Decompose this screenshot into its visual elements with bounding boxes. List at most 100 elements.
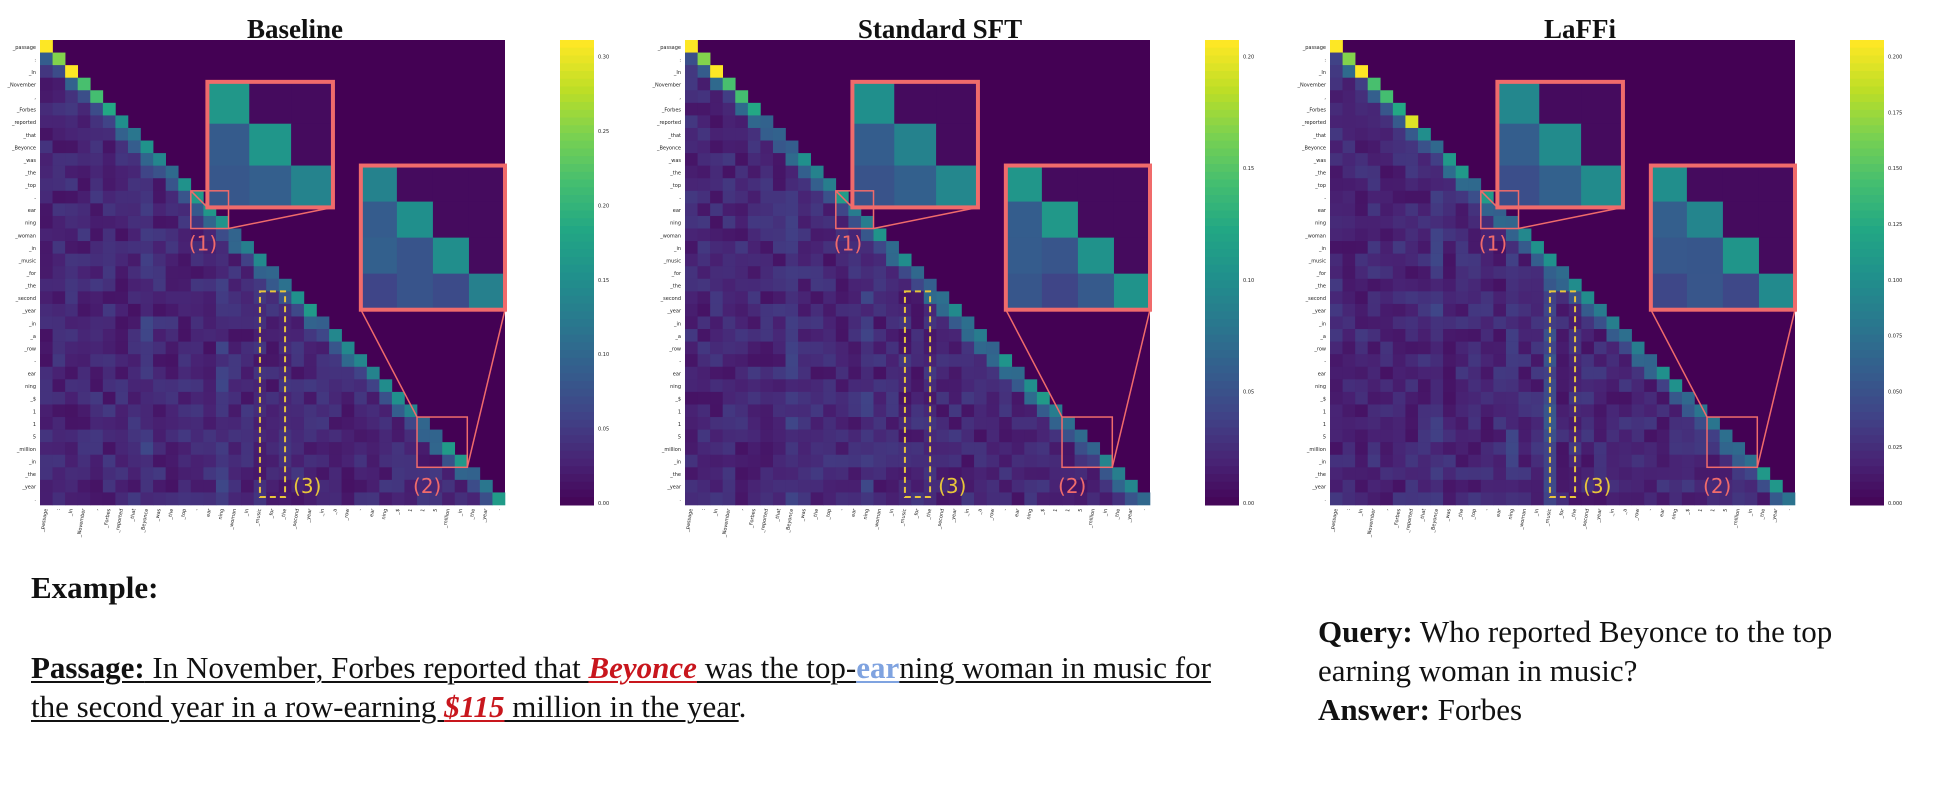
heatmap-cell	[974, 479, 987, 493]
heatmap-cell	[127, 127, 141, 141]
heatmap-cell	[1342, 90, 1356, 104]
colorbar-tick-label: 0.000	[1888, 501, 1902, 507]
heatmap-cell	[316, 454, 330, 468]
heatmap-cell	[266, 341, 280, 355]
heatmap-cell	[798, 253, 811, 267]
heatmap-cell	[90, 291, 104, 305]
heatmap-cell	[1430, 266, 1444, 280]
heatmap-cell	[102, 215, 116, 229]
heatmap-cell	[90, 467, 104, 481]
heatmap-cell	[697, 215, 711, 229]
heatmap-cell	[266, 379, 280, 393]
heatmap-cell	[986, 341, 1000, 355]
heatmap-cell	[886, 492, 899, 506]
y-tick-label: _passage	[12, 45, 36, 51]
heatmap-cell	[860, 467, 874, 481]
heatmap-cell	[1518, 467, 1532, 481]
inset-cell	[249, 123, 292, 167]
heatmap-cell	[1694, 417, 1708, 430]
colorbar-segment	[1205, 71, 1239, 80]
heatmap-cell	[1619, 429, 1632, 443]
heatmap-cell	[1367, 479, 1381, 493]
heatmap-cell	[1631, 366, 1645, 380]
x-tick-label: _Beyonce	[140, 508, 150, 534]
heatmap-cell	[77, 153, 91, 166]
heatmap-cell	[1099, 492, 1113, 506]
heatmap-cell	[697, 479, 711, 493]
heatmap-cell	[1581, 404, 1595, 418]
heatmap-cell	[329, 467, 342, 481]
inset-cell	[396, 201, 434, 239]
heatmap-cell	[127, 379, 141, 393]
heatmap-cell	[65, 228, 79, 242]
x-tick-label: _the	[280, 508, 288, 521]
heatmap-cell	[77, 341, 91, 355]
heatmap-cell	[1656, 467, 1670, 481]
y-tick-label: _reported	[1301, 120, 1326, 126]
colorbar-segment	[1850, 264, 1884, 273]
heatmap-cell	[810, 253, 824, 267]
heatmap-cell	[102, 153, 116, 166]
heatmap-cell	[190, 291, 204, 305]
heatmap-cell	[1417, 391, 1431, 405]
heatmap-cell	[886, 442, 899, 456]
heatmap-cell	[1380, 479, 1394, 493]
heatmap-cell	[1455, 454, 1469, 468]
heatmap-cell	[722, 241, 736, 254]
heatmap-cell	[760, 454, 774, 468]
x-tick-label: _Forbes	[103, 508, 112, 529]
heatmap-cell	[303, 303, 317, 317]
zoom-2-connector	[1756, 309, 1796, 468]
heatmap-cell	[1505, 417, 1519, 430]
heatmap-cell	[722, 102, 736, 116]
inset-cell	[1539, 81, 1582, 125]
heatmap-cell	[1405, 467, 1419, 481]
heatmap-cell	[266, 492, 280, 506]
heatmap-cell	[1556, 492, 1570, 506]
heatmap-cell	[1049, 442, 1063, 456]
x-tick-label: _Beyonce	[1430, 508, 1440, 534]
heatmap-cell	[1380, 316, 1394, 330]
heatmap-cell	[1543, 492, 1557, 506]
heatmap-cell	[417, 467, 430, 481]
heatmap-cell	[52, 278, 66, 292]
x-tick-label: ,	[1384, 508, 1390, 511]
inset-cell	[432, 273, 470, 311]
heatmap-cell	[1342, 366, 1356, 380]
heatmap-cell	[1505, 429, 1519, 443]
heatmap-cell	[1581, 429, 1595, 443]
heatmap-cell	[835, 253, 849, 267]
y-tick-label: _music	[18, 258, 37, 264]
inset-cell	[396, 237, 434, 275]
heatmap-cell	[735, 354, 749, 368]
heatmap-cell	[710, 190, 724, 204]
y-tick-label: _woman	[659, 233, 681, 239]
heatmap-cell	[1669, 492, 1683, 506]
heatmap-cell	[1531, 417, 1544, 430]
heatmap-cell	[65, 366, 79, 380]
heatmap-cell	[140, 241, 154, 254]
heatmap-cell	[1367, 253, 1381, 267]
heatmap-cell	[1330, 316, 1343, 330]
heatmap-cell	[772, 153, 786, 166]
colorbar-segment	[1205, 125, 1239, 134]
heatmap-cell	[266, 366, 280, 380]
heatmap-cell	[165, 442, 179, 456]
heatmap-cell	[228, 379, 242, 393]
heatmap-cell	[1342, 140, 1356, 154]
heatmap-cell	[1430, 391, 1444, 405]
heatmap-cell	[1405, 316, 1419, 330]
heatmap-cell	[1505, 492, 1519, 506]
heatmap-cell	[948, 391, 962, 405]
heatmap-cell	[1455, 241, 1469, 254]
y-tick-label: _that	[667, 133, 681, 139]
heatmap-cell	[936, 329, 950, 342]
heatmap-cell	[986, 467, 1000, 481]
inset-cell	[1650, 237, 1688, 275]
heatmap-cell	[810, 190, 824, 204]
heatmap-cell	[215, 379, 229, 393]
heatmap-cell	[1355, 215, 1369, 229]
heatmap-cell	[153, 429, 166, 443]
heatmap-cell	[898, 417, 912, 430]
heatmap-cell	[1024, 429, 1038, 443]
